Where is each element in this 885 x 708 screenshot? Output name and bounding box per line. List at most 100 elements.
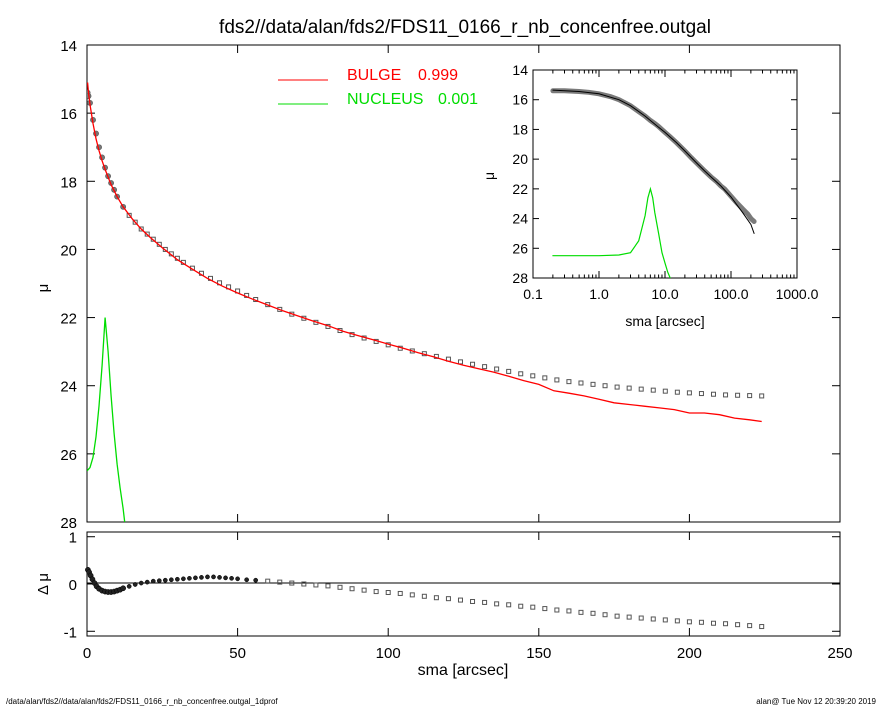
main-data-point bbox=[150, 236, 156, 242]
inset-y-tick-label: 24 bbox=[512, 211, 528, 227]
residual-point bbox=[542, 606, 548, 612]
residual-point bbox=[674, 618, 680, 624]
inset-y-tick-label: 20 bbox=[512, 151, 528, 167]
main-y-axis-label: μ bbox=[35, 284, 52, 293]
main-data-point bbox=[542, 375, 548, 381]
residual-point bbox=[277, 579, 283, 585]
residual-point bbox=[421, 593, 427, 599]
legend-bulge-label: BULGE bbox=[347, 67, 401, 84]
inset-y-tick-label: 22 bbox=[512, 181, 528, 197]
inset-y-axis-label: μ bbox=[481, 172, 497, 180]
inset-x-tick-label: 0.1 bbox=[523, 286, 543, 302]
residual-point bbox=[162, 577, 168, 583]
main-data-point bbox=[506, 368, 512, 374]
inset-y-tick-label: 26 bbox=[512, 240, 528, 256]
residual-point bbox=[385, 590, 391, 596]
residual-point bbox=[223, 575, 228, 581]
residual-point bbox=[566, 608, 572, 614]
inset-x-tick-label: 10.0 bbox=[651, 286, 678, 302]
residual-point bbox=[301, 581, 307, 587]
main-nucleus-line bbox=[87, 317, 126, 522]
main-data-point bbox=[686, 390, 692, 396]
residual-point bbox=[409, 592, 415, 598]
main-data-point bbox=[470, 361, 476, 367]
residual-point bbox=[337, 584, 343, 590]
main-data-point bbox=[650, 387, 656, 393]
main-data-point bbox=[156, 241, 162, 247]
main-data-point bbox=[457, 359, 463, 365]
main-data-point bbox=[590, 381, 596, 387]
residual-point bbox=[229, 575, 234, 581]
main-data-point bbox=[433, 353, 439, 359]
residual-point bbox=[686, 619, 692, 625]
main-data-point bbox=[638, 386, 644, 392]
main-y-tick-label: 16 bbox=[60, 106, 77, 123]
main-data-point bbox=[735, 392, 741, 398]
residual-point bbox=[554, 607, 560, 613]
x-tick-label: 50 bbox=[229, 645, 246, 662]
residual-point bbox=[518, 603, 524, 609]
main-data-point bbox=[674, 389, 680, 395]
residual-point bbox=[361, 587, 367, 593]
residual-point bbox=[662, 617, 668, 623]
residual-point bbox=[397, 590, 403, 596]
residual-point bbox=[244, 577, 249, 583]
legend: BULGE 0.999 NUCLEUS 0.001 bbox=[278, 67, 478, 108]
main-data-point bbox=[132, 219, 138, 225]
inset-x-tick-label: 100.0 bbox=[713, 286, 748, 302]
residual-point bbox=[349, 586, 355, 592]
main-data-point bbox=[614, 384, 620, 390]
residual-point bbox=[199, 575, 204, 580]
residual-point bbox=[723, 621, 729, 627]
residual-point bbox=[156, 578, 162, 584]
main-data-point bbox=[723, 392, 729, 398]
residual-point bbox=[650, 616, 656, 622]
main-data-point bbox=[626, 385, 632, 391]
inset-x-ticks: 0.1 1.0 10.0 100.0 1000.0 bbox=[523, 70, 819, 302]
residual-point bbox=[506, 602, 512, 608]
x-tick-label: 0 bbox=[83, 645, 91, 662]
main-data-point bbox=[759, 393, 765, 399]
main-data-point bbox=[518, 371, 524, 377]
residual-point bbox=[602, 612, 608, 618]
main-series-group bbox=[87, 82, 765, 522]
residual-point bbox=[235, 576, 240, 582]
residual-point bbox=[373, 589, 379, 595]
main-data-point bbox=[566, 379, 572, 385]
inset-y-tick-label: 16 bbox=[512, 92, 528, 108]
residual-point bbox=[187, 575, 192, 581]
residual-point bbox=[138, 580, 144, 586]
main-y-tick-label: 24 bbox=[60, 379, 77, 396]
x-axis-label: sma [arcsec] bbox=[418, 662, 509, 679]
main-data-point bbox=[578, 380, 584, 386]
residual-point bbox=[150, 578, 156, 584]
residual-point bbox=[144, 579, 150, 585]
main-data-point bbox=[747, 393, 753, 399]
residual-y-ticks: 1 0 -1 bbox=[64, 530, 840, 641]
residual-point bbox=[211, 574, 216, 580]
residual-point bbox=[313, 582, 319, 588]
residual-point bbox=[590, 610, 596, 616]
residual-point bbox=[205, 574, 210, 580]
main-data-point bbox=[662, 388, 668, 394]
main-y-tick-label: 28 bbox=[60, 515, 77, 532]
residual-point bbox=[217, 575, 222, 580]
main-data-point bbox=[698, 391, 704, 397]
legend-nucleus-value: 0.001 bbox=[438, 91, 478, 108]
main-panel: 14 16 18 20 22 24 26 28 μ BULGE 0.999 NUCLEUS 0… bbox=[35, 38, 841, 532]
inset-y-tick-label: 28 bbox=[512, 270, 528, 286]
main-bulge-line bbox=[87, 82, 762, 423]
x-tick-label: 250 bbox=[827, 645, 852, 662]
residual-point bbox=[710, 620, 716, 626]
inset-x-tick-label: 1.0 bbox=[589, 286, 609, 302]
residual-point bbox=[735, 622, 741, 628]
residual-point bbox=[168, 577, 174, 583]
main-data-point bbox=[602, 383, 608, 389]
residual-point bbox=[126, 584, 132, 589]
residual-point bbox=[120, 585, 126, 592]
residual-x-ticks: 0 50 100 150 200 250 bbox=[83, 532, 853, 662]
main-y-tick-label: 26 bbox=[60, 447, 77, 464]
main-data-point bbox=[162, 246, 168, 252]
inset-series-group bbox=[550, 88, 757, 278]
